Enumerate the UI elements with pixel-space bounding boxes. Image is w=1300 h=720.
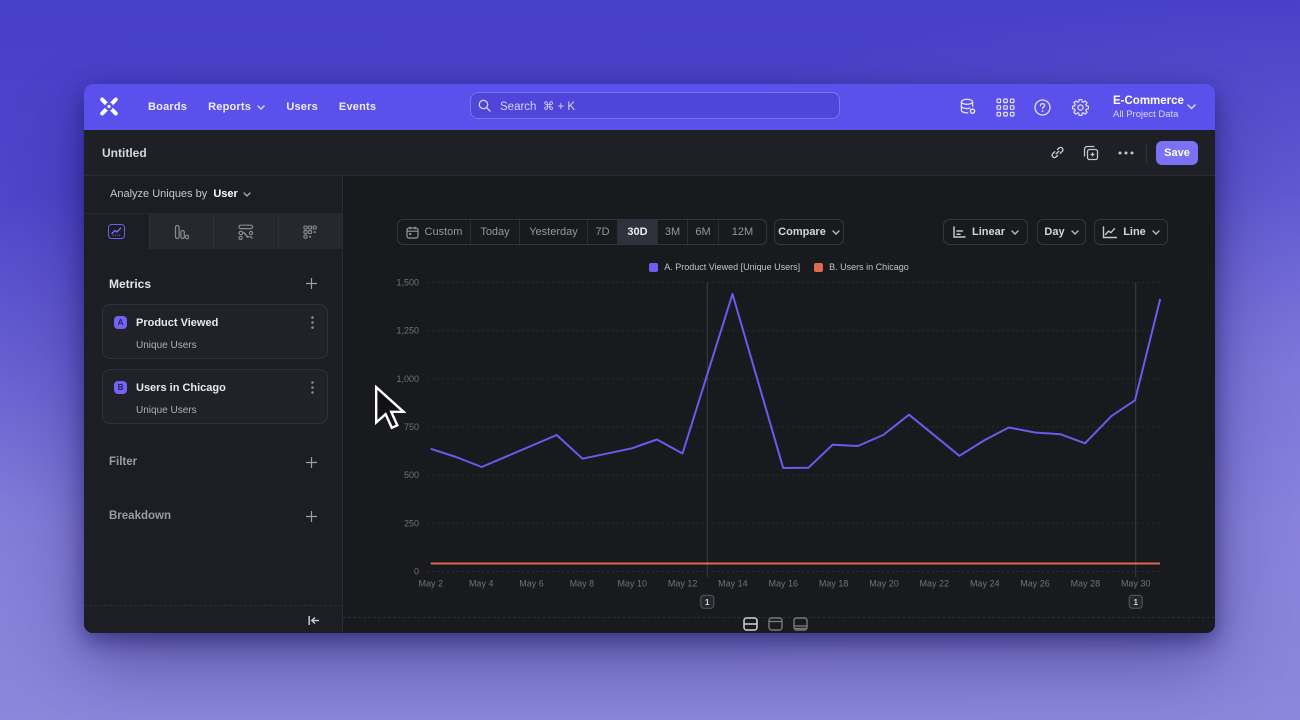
- svg-text:750: 750: [404, 422, 419, 432]
- svg-text:May 14: May 14: [718, 579, 748, 589]
- svg-text:May 10: May 10: [617, 579, 647, 589]
- svg-text:May 30: May 30: [1121, 579, 1151, 589]
- svg-text:May 16: May 16: [769, 579, 799, 589]
- svg-text:May 8: May 8: [570, 579, 595, 589]
- svg-text:1,000: 1,000: [396, 374, 419, 384]
- svg-text:250: 250: [404, 518, 419, 528]
- svg-text:May 2: May 2: [419, 579, 444, 589]
- svg-text:May 6: May 6: [519, 579, 544, 589]
- svg-text:1,250: 1,250: [396, 326, 419, 336]
- svg-text:1: 1: [705, 597, 710, 607]
- svg-text:1: 1: [1133, 597, 1138, 607]
- svg-text:May 24: May 24: [970, 579, 1000, 589]
- svg-text:1,500: 1,500: [396, 278, 419, 288]
- svg-text:May 28: May 28: [1071, 579, 1101, 589]
- svg-text:May 26: May 26: [1020, 579, 1050, 589]
- svg-text:May 22: May 22: [920, 579, 950, 589]
- svg-text:May 18: May 18: [819, 579, 849, 589]
- svg-text:May 20: May 20: [869, 579, 899, 589]
- svg-text:0: 0: [414, 567, 419, 577]
- svg-text:May 12: May 12: [668, 579, 698, 589]
- svg-text:500: 500: [404, 470, 419, 480]
- svg-text:May 4: May 4: [469, 579, 494, 589]
